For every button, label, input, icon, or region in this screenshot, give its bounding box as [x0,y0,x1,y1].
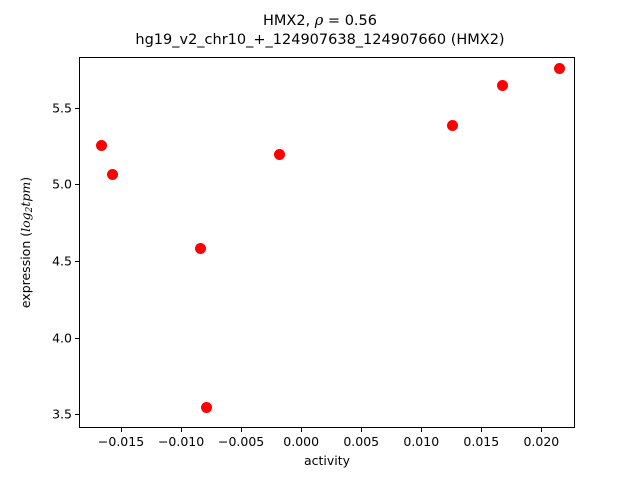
chart-title-line-1: HMX2, ρ = 0.56 [0,12,640,31]
x-tick-label: 0.010 [403,434,440,449]
rho-value: = 0.56 [323,13,377,29]
title-gene-label: HMX2, [263,13,315,29]
data-point [200,402,212,414]
x-tick-mark [481,428,483,432]
y-axis-label-math-2: tpm [18,181,33,207]
y-tick-mark [75,414,79,416]
data-point [106,169,118,180]
x-tick-mark [421,428,423,432]
data-point [446,119,458,131]
y-tick-mark [75,184,79,186]
x-tick-label: −0.005 [217,434,265,449]
x-tick-label: 0.015 [463,434,500,449]
y-axis-label-math: log [18,212,33,232]
x-tick-label: 0.000 [283,434,320,449]
y-tick-mark [75,107,79,109]
y-tick-mark [75,337,79,339]
plot-area [79,57,575,428]
data-point [497,80,509,92]
y-axis-label: expression (log2tpm) [18,57,36,428]
data-point [553,63,565,75]
x-tick-label: −0.015 [97,434,145,449]
y-axis-label-prefix: expression ( [18,231,33,309]
x-tick-mark [361,428,363,432]
x-tick-mark [181,428,183,432]
y-tick-label: 4.0 [52,330,72,346]
data-point [273,149,285,161]
data-point [194,242,206,254]
y-tick-label: 3.5 [52,406,72,422]
chart-title-line-2: hg19_v2_chr10_+_124907638_124907660 (HMX… [135,32,505,48]
x-tick-mark [301,428,303,432]
x-tick-label: 0.020 [523,434,560,449]
x-tick-mark [121,428,123,432]
y-tick-label: 5.0 [52,176,72,192]
x-tick-label: −0.010 [157,434,205,449]
y-tick-label: 4.5 [52,253,72,269]
y-tick-label: 5.5 [52,100,72,116]
x-tick-label: 0.005 [343,434,380,449]
x-tick-mark [541,428,543,432]
y-tick-mark [75,260,79,262]
x-tick-mark [241,428,243,432]
y-axis-label-suffix: ) [18,176,33,182]
chart-title: HMX2, ρ = 0.56 hg19_v2_chr10_+_124907638… [0,12,640,50]
y-axis-label-subscript: 2 [24,206,35,213]
rho-symbol: ρ [314,13,324,29]
x-axis-label: activity [303,453,351,468]
data-point [96,139,108,151]
